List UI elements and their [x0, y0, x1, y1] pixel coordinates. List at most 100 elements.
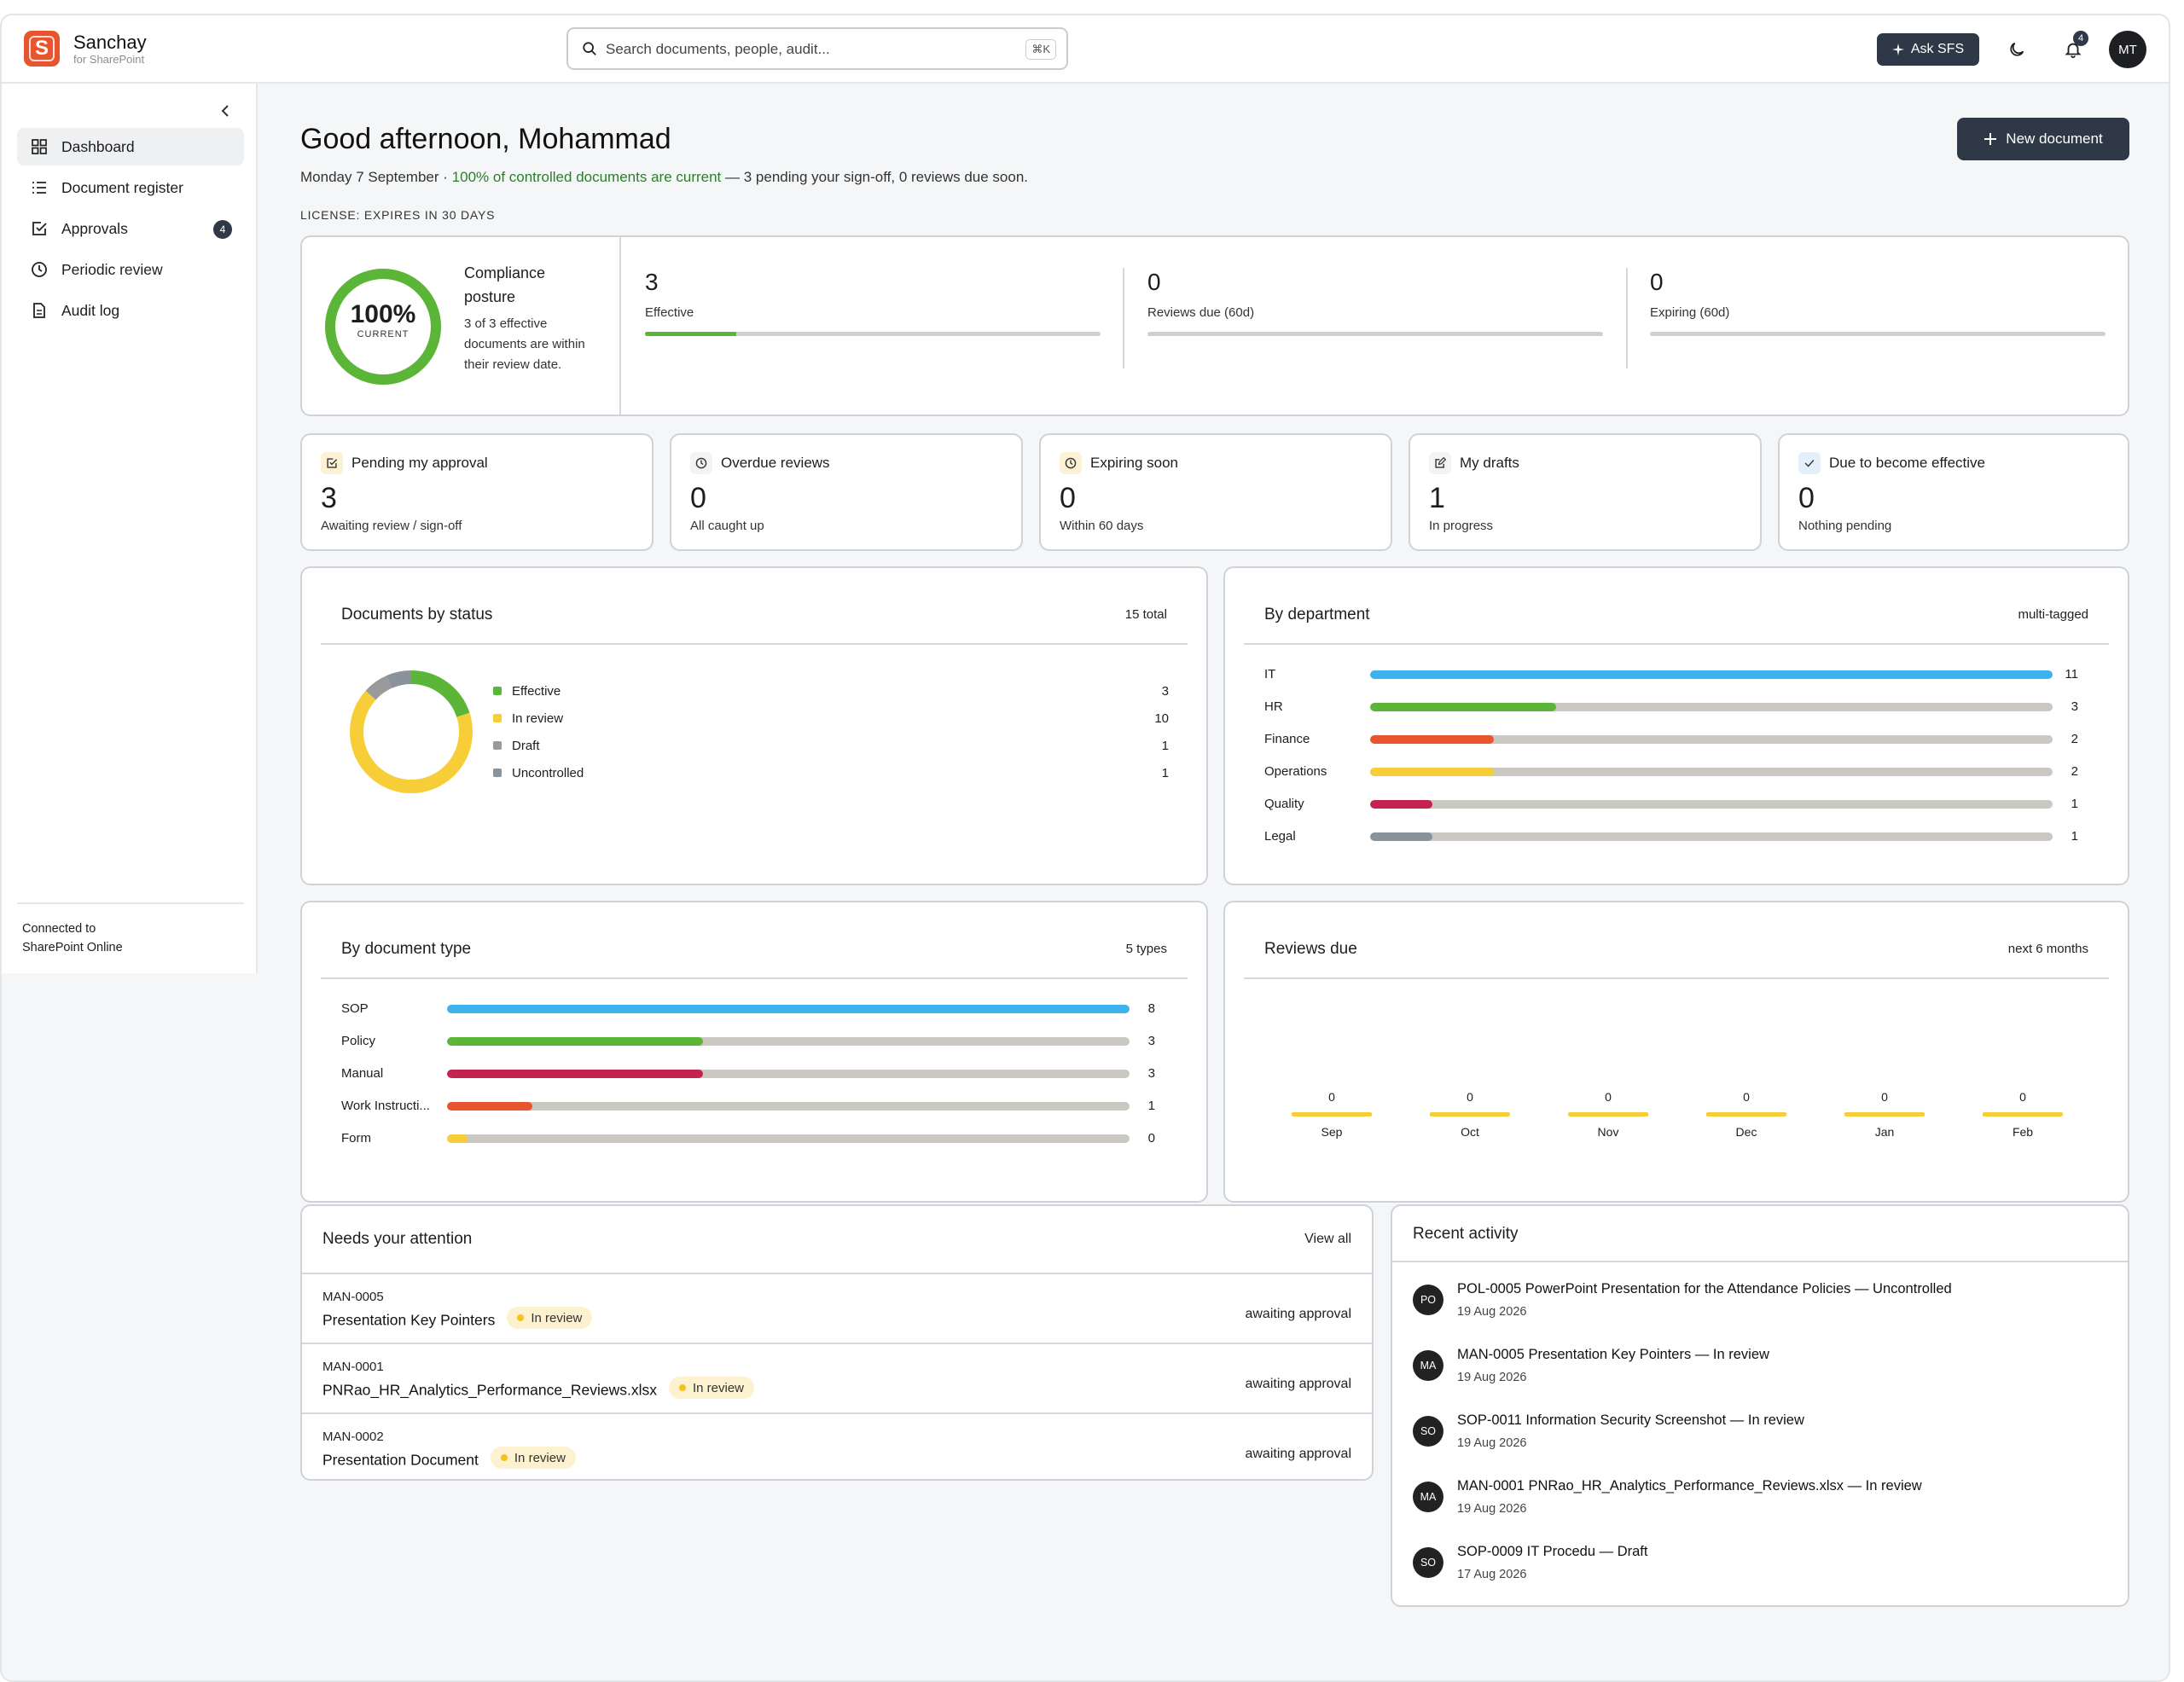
activity-code: SOP-0009 — [1457, 1544, 1524, 1559]
bar-track — [1370, 832, 2053, 841]
sidebar-item-audit-log[interactable]: Audit log — [17, 292, 244, 329]
panel-meta: 5 types — [1125, 942, 1167, 956]
new-document-label: New document — [2006, 130, 2103, 147]
kpi-effective: 3 Effective — [645, 268, 1101, 336]
search-input[interactable] — [606, 38, 998, 61]
month-column[interactable]: 0 Feb — [1983, 1090, 2063, 1139]
month-column[interactable]: 0 Sep — [1292, 1090, 1372, 1139]
activity-description: Information Security Screenshot — In rev… — [1521, 1412, 1804, 1428]
compliance-card: 100% CURRENT Compliance posture 3 of 3 e… — [300, 235, 2129, 416]
bar-fill[interactable] — [1370, 702, 1557, 711]
stat-value: 0 — [1060, 482, 1076, 514]
ask-sfs-label: Ask SFS — [1910, 42, 1965, 56]
panel-divider — [1244, 977, 2109, 979]
month-column[interactable]: 0 Jan — [1844, 1090, 1925, 1139]
stat-subtext: Nothing pending — [1798, 519, 1892, 533]
activity-item[interactable]: MA MAN-0005 Presentation Key Pointers — … — [1413, 1343, 2107, 1403]
bar-label: HR — [1264, 699, 1283, 714]
stat-header: Pending my approval — [321, 452, 488, 474]
stat-subtext: Within 60 days — [1060, 519, 1144, 533]
bar-fill[interactable] — [447, 1069, 703, 1078]
search-box[interactable]: ⌘K — [566, 27, 1068, 70]
bar-row: IT 11 — [1264, 667, 2078, 682]
bar-fill[interactable] — [447, 1036, 703, 1046]
bar-label: Quality — [1264, 797, 1304, 811]
sidebar-item-approvals[interactable]: Approvals 4 — [17, 210, 244, 247]
month-column[interactable]: 0 Oct — [1430, 1090, 1510, 1139]
sidebar-item-dashboard[interactable]: Dashboard — [17, 128, 244, 165]
stat-header: Overdue reviews — [690, 452, 830, 474]
month-bar — [1706, 1112, 1786, 1116]
stat-due-effective[interactable]: Due to become effective 0 Nothing pendin… — [1778, 433, 2129, 551]
stat-value: 3 — [321, 482, 337, 514]
legend-item: Draft 1 — [493, 732, 1169, 759]
theme-toggle[interactable] — [2000, 32, 2034, 67]
documents-by-status-panel: Documents by status 15 total Effective 3 I… — [300, 566, 1208, 885]
bar-track — [1370, 767, 2053, 776]
attention-row[interactable]: MAN-0001 PNRao_HR_Analytics_Performance_… — [302, 1343, 1372, 1412]
document-title: Presentation Document — [322, 1451, 479, 1469]
panel-meta: 15 total — [1124, 607, 1167, 622]
month-column[interactable]: 0 Nov — [1568, 1090, 1648, 1139]
check-square-icon — [32, 222, 47, 235]
sidebar-item-periodic-review[interactable]: Periodic review — [17, 251, 244, 288]
donut-slice-in-review[interactable] — [350, 670, 473, 793]
activity-description: IT Procedu — Draft — [1523, 1544, 1648, 1559]
panel-title: Documents by status — [341, 606, 493, 624]
stat-label: My drafts — [1460, 455, 1519, 471]
activity-date: 19 Aug 2026 — [1457, 1371, 1527, 1384]
brand-name: Sanchay — [73, 32, 147, 53]
sidebar-nav: Dashboard Document register Approvals 4 … — [17, 128, 244, 333]
document-name: PNRao_HR_Analytics_Performance_Reviews.x… — [322, 1377, 754, 1402]
bar-value: 0 — [1147, 1131, 1155, 1146]
stat-my-drafts[interactable]: My drafts 1 In progress — [1409, 433, 1762, 551]
bar-fill[interactable] — [447, 1004, 1130, 1013]
month-column[interactable]: 0 Dec — [1706, 1090, 1786, 1139]
kpi-expiring: 0 Expiring (60d) — [1650, 268, 2106, 336]
attention-row[interactable]: MAN-0005 Presentation Key Pointers In rev… — [302, 1273, 1372, 1343]
view-all-link[interactable]: View all — [1304, 1232, 1351, 1246]
bar-fill[interactable] — [1370, 832, 1432, 841]
app-window: S Sanchay for SharePoint ⌘K Ask SFS 4 MT — [0, 14, 2170, 1682]
activity-text: POL-0005 PowerPoint Presentation for the… — [1457, 1281, 1952, 1297]
user-avatar[interactable]: MT — [2109, 31, 2146, 68]
new-document-button[interactable]: New document — [1957, 118, 2129, 160]
bar-value: 1 — [1147, 1099, 1155, 1113]
stat-label: Overdue reviews — [721, 455, 830, 471]
compliance-ring-chart — [325, 269, 441, 385]
activity-item[interactable]: SO SOP-0011 Information Security Screens… — [1413, 1409, 2107, 1469]
notifications-button[interactable]: 4 — [2056, 31, 2090, 67]
bar-fill[interactable] — [1370, 670, 2053, 679]
sidebar-item-document-register[interactable]: Document register — [17, 169, 244, 206]
bar-fill[interactable] — [447, 1101, 532, 1111]
stat-pending-approval[interactable]: Pending my approval 3 Awaiting review / … — [300, 433, 653, 551]
activity-code: POL-0005 — [1457, 1281, 1522, 1296]
sanchay-logo[interactable]: S — [24, 31, 60, 67]
check-square-icon — [321, 452, 343, 474]
bar-row: HR 3 — [1264, 699, 2078, 714]
panel-divider — [1244, 643, 2109, 645]
legend-item: Effective 3 — [493, 677, 1169, 705]
stat-expiring-soon[interactable]: Expiring soon 0 Within 60 days — [1039, 433, 1392, 551]
stat-overdue-reviews[interactable]: Overdue reviews 0 All caught up — [670, 433, 1023, 551]
bar-fill[interactable] — [1370, 767, 1495, 776]
approvals-badge: 4 — [213, 220, 232, 239]
activity-item[interactable]: SO SOP-0009 IT Procedu — Draft 17 Aug 20… — [1413, 1540, 2107, 1600]
activity-item[interactable]: MA MAN-0001 PNRao_HR_Analytics_Performan… — [1413, 1475, 2107, 1534]
donut-slice-uncontrolled[interactable] — [350, 670, 473, 793]
bar-fill[interactable] — [1370, 799, 1432, 809]
activity-date: 19 Aug 2026 — [1457, 1502, 1527, 1516]
attention-row[interactable]: MAN-0002 Presentation Document In review … — [302, 1412, 1372, 1482]
panel-divider — [321, 977, 1188, 979]
stat-label: Expiring soon — [1090, 455, 1179, 471]
stat-subtext: All caught up — [690, 519, 764, 533]
bar-row: Legal 1 — [1264, 829, 2078, 844]
bar-fill[interactable] — [1370, 734, 1495, 744]
ask-sfs-button[interactable]: Ask SFS — [1877, 33, 1979, 66]
activity-item[interactable]: PO POL-0005 PowerPoint Presentation for … — [1413, 1278, 2107, 1337]
kpi-label: Effective — [645, 305, 694, 320]
bar-row: Policy 3 — [341, 1034, 1155, 1048]
bar-fill[interactable] — [447, 1134, 468, 1143]
collapse-sidebar-button[interactable] — [215, 101, 235, 121]
bar-track — [447, 1101, 1130, 1111]
